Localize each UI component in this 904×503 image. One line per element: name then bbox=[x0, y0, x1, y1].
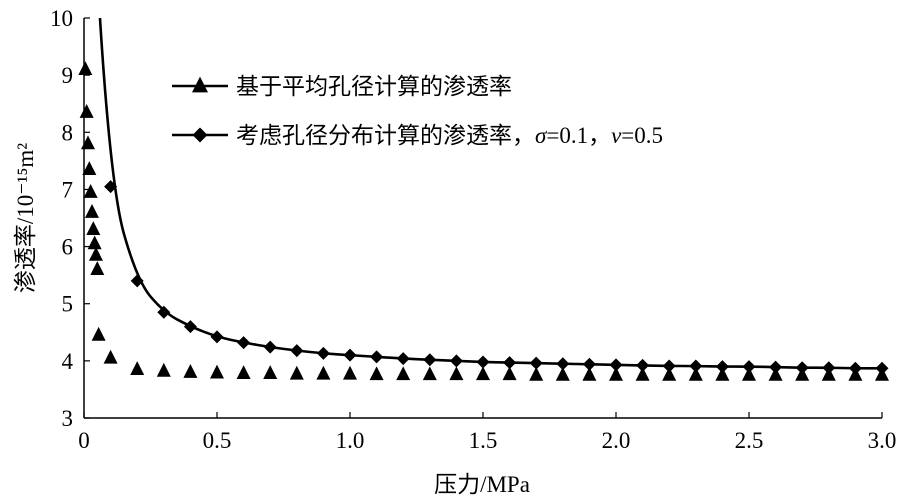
legend-item-1: 基于平均孔径计算的渗透率 bbox=[172, 74, 512, 99]
diamond-point bbox=[130, 274, 144, 288]
diamond-point bbox=[476, 355, 490, 369]
triangle-point bbox=[715, 366, 730, 381]
diamond-point bbox=[769, 360, 783, 374]
triangle-point bbox=[86, 221, 101, 236]
diamond-point bbox=[822, 361, 836, 375]
triangle-point bbox=[635, 366, 650, 381]
triangle-point bbox=[156, 362, 171, 377]
series-group bbox=[78, 17, 889, 381]
x-tick-labels: 0 0.5 1.0 1.5 2.0 2.5 3.0 bbox=[78, 428, 896, 453]
x-tick-label: 0.5 bbox=[203, 428, 232, 453]
triangle-point bbox=[609, 366, 623, 381]
legend-diamond-marker bbox=[192, 127, 208, 143]
triangle-point bbox=[449, 366, 464, 381]
y-tick-label: 6 bbox=[62, 235, 74, 260]
triangle-point bbox=[90, 261, 105, 276]
y-tick-label: 4 bbox=[62, 349, 74, 374]
diamond-point bbox=[316, 346, 330, 360]
legend-label: 考虑孔径分布计算的渗透率，σ=0.1，ν=0.5 bbox=[236, 123, 663, 148]
diamond-point bbox=[662, 359, 676, 373]
diamond-point bbox=[689, 359, 703, 373]
triangle-point bbox=[83, 184, 98, 198]
diamond-point bbox=[343, 348, 357, 362]
diamond-point bbox=[263, 340, 277, 354]
triangle-point bbox=[87, 235, 102, 250]
triangle-point bbox=[79, 104, 94, 118]
triangle-point bbox=[84, 204, 99, 218]
triangle-point bbox=[396, 366, 411, 381]
x-tick-label: 0 bbox=[78, 428, 90, 453]
x-tick-label: 2.5 bbox=[735, 428, 764, 453]
triangle-point bbox=[476, 366, 490, 381]
triangle-point bbox=[130, 361, 145, 376]
diamond-point bbox=[795, 361, 809, 375]
y-tick-label: 3 bbox=[62, 406, 74, 431]
triangle-point bbox=[343, 365, 357, 380]
diamond-point bbox=[875, 361, 889, 375]
diamond-point bbox=[157, 305, 171, 319]
triangle-point bbox=[742, 366, 756, 381]
legend-item-2: 考虑孔径分布计算的渗透率，σ=0.1，ν=0.5 bbox=[172, 123, 663, 148]
diamond-point bbox=[370, 350, 384, 364]
triangle-point bbox=[529, 366, 544, 381]
x-tick-label: 2.0 bbox=[602, 428, 631, 453]
y-tick-label: 5 bbox=[62, 292, 74, 317]
triangle-point bbox=[210, 364, 224, 379]
triangle-point bbox=[103, 349, 118, 364]
diamond-point bbox=[636, 358, 650, 372]
triangle-point bbox=[82, 161, 97, 176]
diamond-point bbox=[449, 354, 463, 368]
triangle-point bbox=[369, 366, 384, 381]
triangle-point bbox=[236, 365, 251, 380]
triangle-point bbox=[88, 246, 103, 261]
y-tick-labels: 3 4 5 6 7 8 9 10 bbox=[50, 6, 74, 431]
triangle-point bbox=[91, 326, 106, 341]
triangle-point bbox=[422, 366, 437, 381]
diamond-point bbox=[556, 357, 570, 371]
diamond-point bbox=[210, 330, 224, 344]
x-tick-label: 1.0 bbox=[336, 428, 365, 453]
triangle-point bbox=[80, 135, 95, 150]
diamond-point bbox=[237, 336, 251, 350]
y-tick-label: 10 bbox=[50, 6, 73, 31]
y-axis-title: 渗透率/10⁻¹⁵m² bbox=[13, 143, 38, 293]
series-2 bbox=[98, 17, 889, 375]
legend-triangle-marker bbox=[192, 76, 208, 93]
diamond-point bbox=[742, 360, 756, 374]
x-axis-title: 压力/MPa bbox=[434, 472, 530, 497]
diamond-point bbox=[609, 358, 623, 372]
triangle-point bbox=[316, 365, 331, 380]
triangle-point bbox=[768, 366, 783, 381]
y-tick-label: 9 bbox=[62, 63, 74, 88]
triangle-point bbox=[289, 365, 304, 380]
diamond-point bbox=[183, 320, 197, 334]
x-tick-label: 1.5 bbox=[469, 428, 498, 453]
diamond-point bbox=[715, 360, 729, 374]
legend-label: 基于平均孔径计算的渗透率 bbox=[236, 74, 512, 99]
triangle-point bbox=[582, 366, 597, 381]
triangle-point bbox=[263, 365, 278, 380]
diamond-point bbox=[582, 357, 596, 371]
diamond-point bbox=[396, 352, 410, 366]
series-2-line bbox=[98, 17, 882, 370]
y-tick-label: 7 bbox=[62, 177, 74, 202]
triangle-point bbox=[688, 366, 703, 381]
triangle-point bbox=[78, 61, 93, 76]
series-1 bbox=[78, 61, 889, 381]
diamond-point bbox=[503, 356, 517, 370]
triangle-point bbox=[183, 364, 198, 378]
y-tick-label: 8 bbox=[62, 120, 74, 145]
diamond-point bbox=[290, 344, 304, 358]
diamond-point bbox=[848, 361, 862, 375]
diamond-point bbox=[104, 180, 118, 194]
diamond-point bbox=[529, 356, 543, 370]
x-tick-label: 3.0 bbox=[868, 428, 897, 453]
triangle-point bbox=[662, 366, 677, 381]
diamond-point bbox=[423, 353, 437, 367]
triangle-point bbox=[555, 366, 570, 381]
triangle-point bbox=[502, 366, 517, 381]
